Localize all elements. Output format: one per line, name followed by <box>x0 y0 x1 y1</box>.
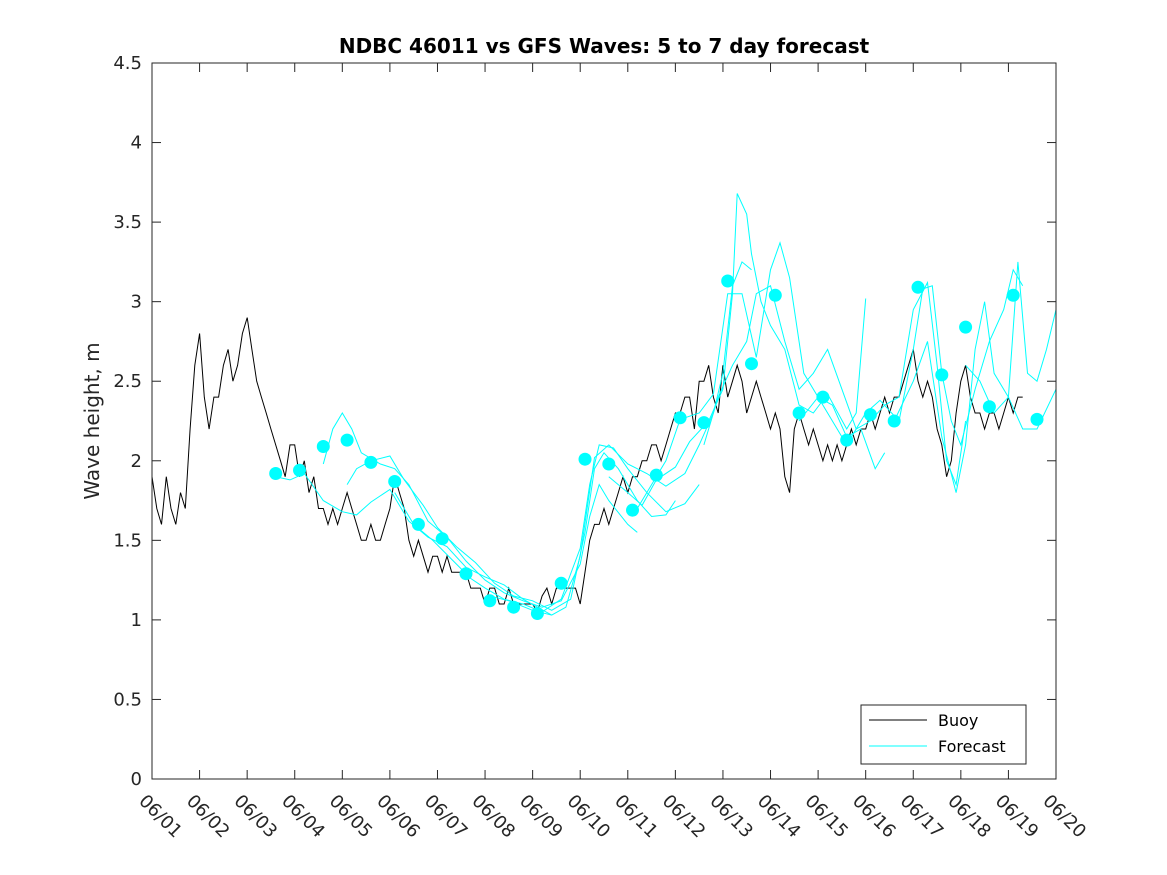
forecast-trace <box>965 364 1057 430</box>
forecast-point <box>768 288 782 302</box>
y-tick-label: 4.5 <box>113 53 142 74</box>
forecast-point <box>1030 412 1044 426</box>
forecast-trace <box>275 472 552 616</box>
legend-forecast-label: Forecast <box>938 737 1006 756</box>
forecast-trace <box>703 280 967 487</box>
forecast-point <box>435 532 449 546</box>
forecast-point <box>911 280 925 294</box>
forecast-point <box>411 517 425 531</box>
forecast-point <box>887 414 901 428</box>
forecast-point <box>269 467 283 480</box>
y-tick-label: 2.5 <box>113 371 142 392</box>
forecast-point <box>840 433 854 447</box>
buoy-line <box>151 317 1023 614</box>
forecast-trace <box>893 261 1057 493</box>
y-tick-label: 0.5 <box>113 689 142 710</box>
forecast-point <box>578 452 592 466</box>
forecast-point <box>673 411 687 425</box>
legend-box <box>860 704 1027 765</box>
y-tick-label: 0 <box>131 769 142 790</box>
legend: Buoy Forecast <box>860 704 1027 765</box>
forecast-point <box>507 600 521 614</box>
y-tick-label: 4 <box>131 133 142 154</box>
y-tick-label: 3 <box>131 292 142 313</box>
forecast-point <box>745 357 758 371</box>
forecast-point <box>626 503 639 517</box>
y-tick-label: 1 <box>131 610 142 631</box>
forecast-point <box>340 433 354 447</box>
forecast-point <box>816 390 830 404</box>
forecast-point <box>697 416 711 430</box>
forecast-point <box>316 440 330 453</box>
forecast-point <box>364 455 378 469</box>
y-axis: 0 0.5 1 1.5 2 2.5 3 3.5 4 4.5 <box>113 53 1056 790</box>
y-tick-label: 1.5 <box>113 530 142 551</box>
y-tick-label: 3.5 <box>113 212 142 233</box>
forecast-point <box>459 567 473 581</box>
forecast-point <box>863 408 877 422</box>
forecast-series <box>269 193 1057 620</box>
y-axis-label: Wave height, m <box>80 342 104 499</box>
forecast-point <box>1006 288 1020 302</box>
forecast-point <box>602 457 616 471</box>
axes-box <box>151 62 1057 780</box>
forecast-point <box>959 320 973 334</box>
forecast-trace <box>346 451 676 611</box>
forecast-point <box>554 576 568 590</box>
y-tick-label: 2 <box>131 451 142 472</box>
legend-buoy-label: Buoy <box>938 711 978 730</box>
forecast-trace <box>489 261 752 616</box>
forecast-trace <box>322 412 638 608</box>
buoy-series <box>151 317 1023 614</box>
forecast-point <box>792 406 806 420</box>
forecast-point <box>649 468 663 482</box>
plot-area <box>151 193 1057 620</box>
chart-title: NDBC 46011 vs GFS Waves: 5 to 7 day fore… <box>339 34 870 58</box>
forecast-point <box>483 594 497 608</box>
forecast-point <box>935 368 949 382</box>
forecast-point <box>530 607 544 620</box>
forecast-point <box>982 400 996 414</box>
forecast-point <box>293 463 306 477</box>
forecast-point <box>721 274 735 288</box>
forecast-point <box>388 475 402 488</box>
